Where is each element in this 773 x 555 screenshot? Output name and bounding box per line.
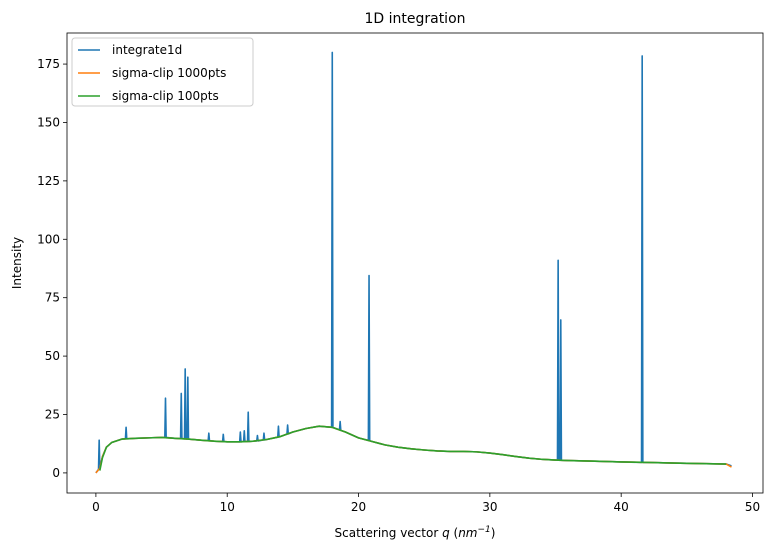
legend-box bbox=[71, 37, 254, 107]
x-tick-label: 40 bbox=[614, 500, 629, 514]
y-tick-label: 50 bbox=[45, 349, 60, 363]
y-axis-label: Intensity bbox=[10, 237, 24, 289]
x-axis-label: Scattering vector q (nm−1) bbox=[335, 525, 496, 540]
axes-frame bbox=[66, 32, 764, 494]
y-tick-label: 175 bbox=[37, 57, 60, 71]
x-tick-label: 30 bbox=[482, 500, 497, 514]
y-tick-label: 25 bbox=[45, 408, 60, 422]
x-tick-label: 50 bbox=[745, 500, 760, 514]
x-label-text: Scattering vector bbox=[335, 526, 443, 540]
x-label-var: q bbox=[442, 526, 450, 540]
x-tick-label: 20 bbox=[351, 500, 366, 514]
y-tick-label: 150 bbox=[37, 115, 60, 129]
x-label-text: ( bbox=[450, 526, 459, 540]
x-tick-label: 10 bbox=[220, 500, 235, 514]
legend-label: sigma-clip 100pts bbox=[112, 89, 219, 103]
x-tick-label: 0 bbox=[92, 500, 100, 514]
series-line bbox=[95, 51, 732, 474]
x-label-text: ) bbox=[491, 526, 496, 540]
legend-label: integrate1d bbox=[112, 43, 182, 57]
x-label-exponent: −1 bbox=[478, 525, 491, 535]
legend-label: sigma-clip 1000pts bbox=[112, 66, 226, 80]
y-tick-label: 125 bbox=[37, 174, 60, 188]
chart-title: 1D integration bbox=[364, 11, 465, 27]
y-tick-label: 0 bbox=[52, 466, 60, 480]
series-line bbox=[99, 425, 727, 471]
y-tick-label: 100 bbox=[37, 232, 60, 246]
x-label-unit: nm bbox=[458, 526, 477, 540]
y-tick-label: 75 bbox=[45, 291, 60, 305]
